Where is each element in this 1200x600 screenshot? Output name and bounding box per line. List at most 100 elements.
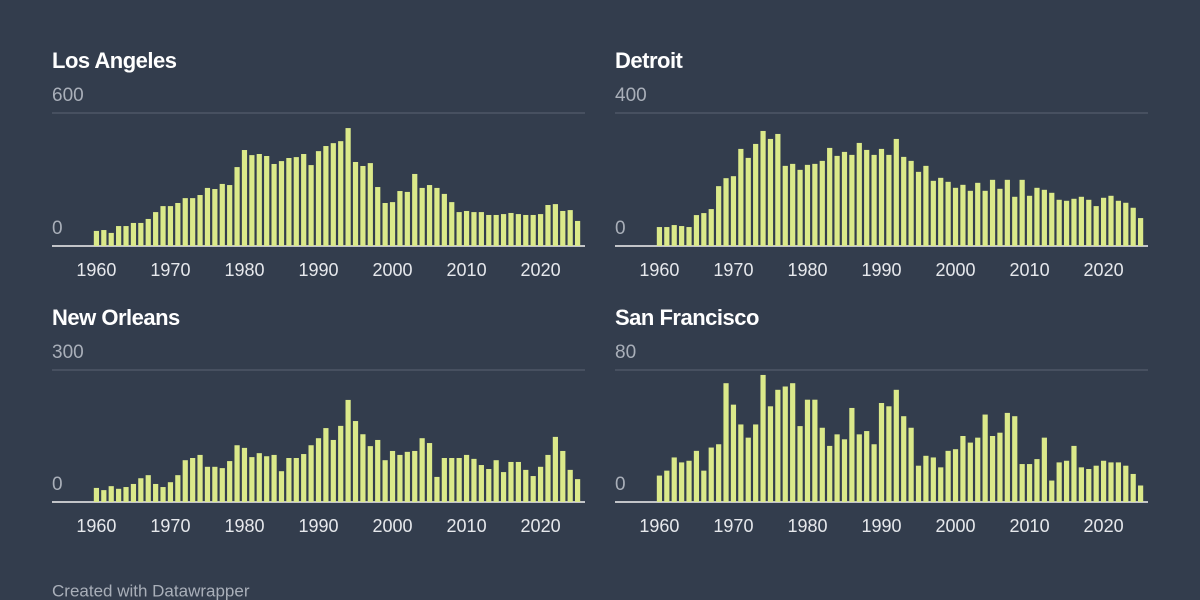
bar xyxy=(671,225,677,246)
bar xyxy=(901,156,907,246)
bar xyxy=(671,457,677,502)
bar xyxy=(1041,437,1047,502)
bar xyxy=(804,164,811,246)
bar xyxy=(456,458,462,502)
bar xyxy=(790,383,796,502)
bar xyxy=(278,161,285,246)
bar xyxy=(116,226,122,246)
bar xyxy=(716,444,722,502)
bar xyxy=(1086,469,1092,502)
bar xyxy=(1115,200,1121,246)
bar xyxy=(130,222,137,246)
bar xyxy=(1078,196,1084,246)
bar xyxy=(478,212,484,246)
y-tick-label: 600 xyxy=(52,85,84,106)
x-tick-label: 2020 xyxy=(521,260,561,280)
bar xyxy=(145,218,151,246)
bar xyxy=(463,210,470,246)
x-tick-label: 1980 xyxy=(787,516,827,536)
bar xyxy=(264,156,270,246)
bar xyxy=(767,138,774,246)
bar xyxy=(108,232,114,246)
bar xyxy=(975,182,981,246)
bar xyxy=(997,188,1003,246)
bar xyxy=(1086,199,1092,246)
bar xyxy=(545,454,551,502)
bar xyxy=(256,154,262,246)
bar xyxy=(901,416,907,502)
bar xyxy=(308,165,314,246)
bar xyxy=(878,403,885,502)
bar xyxy=(500,214,507,246)
bar xyxy=(360,165,366,246)
bar xyxy=(812,399,818,502)
bar xyxy=(293,458,299,502)
bar xyxy=(664,470,670,502)
bar xyxy=(397,454,403,502)
y-tick-label: 80 xyxy=(615,342,636,363)
bar xyxy=(760,130,766,246)
bar xyxy=(1026,464,1033,502)
bar xyxy=(745,157,751,246)
bar xyxy=(204,466,211,502)
bar xyxy=(938,177,944,246)
bar xyxy=(93,230,100,246)
x-tick-label: 1960 xyxy=(639,516,679,536)
bar xyxy=(1034,459,1040,502)
bar xyxy=(1056,199,1062,246)
bar xyxy=(738,424,744,502)
bar xyxy=(790,163,796,246)
footer: Created with Datawrapper xyxy=(52,581,250,600)
bar xyxy=(827,445,833,502)
bar xyxy=(679,226,685,246)
bar xyxy=(938,467,944,502)
bar xyxy=(878,148,885,246)
bar xyxy=(982,414,988,502)
x-tick-label: 2000 xyxy=(936,260,976,280)
bar xyxy=(530,214,536,246)
bar xyxy=(449,458,455,502)
bar xyxy=(1019,464,1025,502)
bar xyxy=(404,451,410,502)
x-tick-label: 2010 xyxy=(1010,516,1050,536)
bar xyxy=(915,465,922,502)
bar xyxy=(389,450,396,502)
bar xyxy=(753,424,759,502)
bar xyxy=(730,176,737,246)
bar xyxy=(419,438,425,502)
bar xyxy=(656,475,663,502)
bar xyxy=(323,428,329,502)
bar xyxy=(286,458,292,502)
bar xyxy=(153,212,159,246)
bar xyxy=(856,434,862,502)
bar xyxy=(664,227,670,246)
bar xyxy=(197,195,203,246)
bar xyxy=(923,455,929,502)
bar xyxy=(116,488,122,502)
bar xyxy=(701,470,707,502)
bar xyxy=(471,212,477,246)
bar xyxy=(849,407,855,502)
bar xyxy=(886,154,892,246)
x-tick-label: 1960 xyxy=(76,260,116,280)
x-tick-label: 1990 xyxy=(861,260,901,280)
bar xyxy=(686,227,692,246)
bar xyxy=(315,438,322,502)
bar xyxy=(123,226,129,246)
bar xyxy=(375,187,381,246)
bar xyxy=(330,439,336,502)
bar xyxy=(537,214,544,246)
bar xyxy=(449,202,455,246)
chart-title: New Orleans xyxy=(52,305,180,330)
x-tick-label: 1980 xyxy=(224,516,264,536)
bar xyxy=(908,427,914,502)
bar xyxy=(508,461,514,502)
bar xyxy=(819,160,825,246)
bar xyxy=(153,483,159,502)
bar xyxy=(138,222,144,246)
bar xyxy=(775,389,781,502)
bar xyxy=(797,426,803,502)
bar xyxy=(775,133,781,246)
bar xyxy=(679,462,685,502)
